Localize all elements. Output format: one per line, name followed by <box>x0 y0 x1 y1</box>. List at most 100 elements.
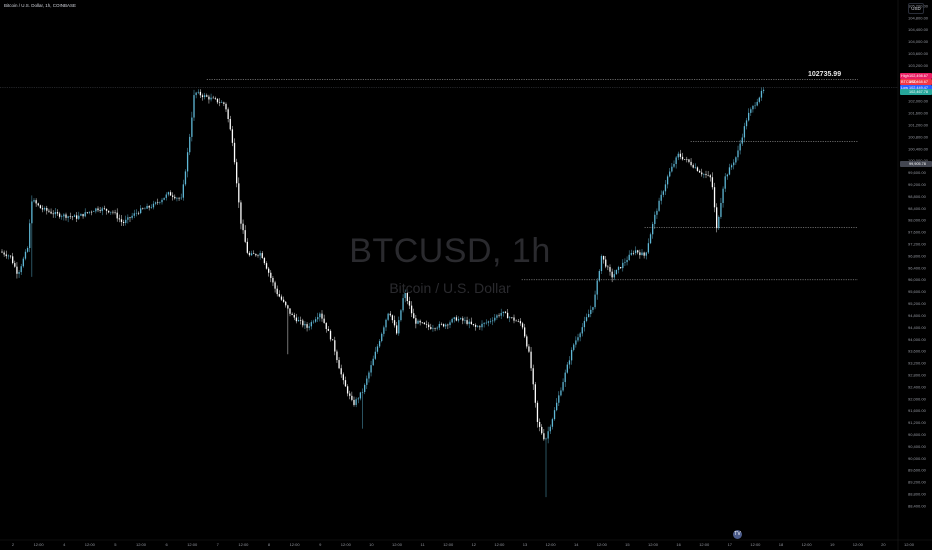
candle-up <box>575 340 577 345</box>
price-tick-label: 93,600.00 <box>908 349 927 354</box>
candle-up <box>61 216 63 217</box>
candle-down <box>218 102 221 103</box>
watermark-title: BTCUSD, 1h <box>349 232 551 270</box>
candle-down <box>713 187 716 208</box>
candle-down <box>280 296 283 300</box>
price-tick-label: 96,800.00 <box>908 253 927 258</box>
candle-down <box>346 386 349 394</box>
candle-up <box>125 219 127 223</box>
candle-up <box>304 324 306 326</box>
candle-up <box>33 200 35 202</box>
candle-up <box>317 317 319 320</box>
candle-down <box>327 328 330 331</box>
candle-up <box>250 253 253 256</box>
candle-down <box>521 323 524 328</box>
candle-down <box>605 259 607 267</box>
price-tick-label: 100,800.00 <box>908 134 929 139</box>
candle-up <box>726 174 728 177</box>
candle-down <box>698 170 701 173</box>
candle-up <box>634 250 637 254</box>
candle-down <box>543 433 545 440</box>
candle-down <box>229 118 231 130</box>
candle-up <box>88 211 91 213</box>
price-tick-label: 91,200.00 <box>908 420 927 425</box>
candle-up <box>553 410 556 420</box>
price-tick-label: 88,400.00 <box>908 503 927 508</box>
symbol-header[interactable]: Bitcoin / U.S. Dollar, 1h, COINBASE <box>4 3 77 8</box>
time-tick-label: 12:00 <box>699 542 710 547</box>
candle-down <box>214 98 216 99</box>
candle-down <box>338 360 340 369</box>
candle-up <box>159 202 161 203</box>
candle-up <box>364 384 366 392</box>
candle-up <box>383 327 385 334</box>
candle-down <box>3 252 5 255</box>
candle-down <box>602 255 605 260</box>
candle-up <box>745 120 748 127</box>
candle-up <box>191 117 193 137</box>
candle-down <box>291 313 293 315</box>
candle-up <box>457 319 460 321</box>
candle-down <box>246 241 248 253</box>
candle-up <box>624 262 626 263</box>
candle-up <box>585 317 588 321</box>
candle-up <box>598 271 600 281</box>
candle-up <box>297 320 300 322</box>
time-tick-label: 12:00 <box>443 542 454 547</box>
candle-down <box>425 324 428 325</box>
time-tick-label: 12:00 <box>341 542 352 547</box>
candle-up <box>645 252 647 256</box>
candle-down <box>329 330 332 340</box>
price-tick-label: 91,600.00 <box>908 408 927 413</box>
candle-down <box>206 95 208 97</box>
time-tick-label: 12:00 <box>904 542 915 547</box>
candle-down <box>524 327 526 337</box>
candle-down <box>434 328 436 330</box>
candle-up <box>368 372 370 379</box>
candle-up <box>694 167 696 168</box>
candle-up <box>93 211 95 213</box>
candle-up <box>547 431 549 439</box>
candle-up <box>487 321 490 323</box>
candle-down <box>690 161 692 166</box>
candle-down <box>643 252 645 256</box>
candle-up <box>756 101 758 106</box>
candle-down <box>321 313 323 319</box>
candle-up <box>622 262 624 269</box>
price-tick-label: 103,600.00 <box>908 51 929 56</box>
candle-down <box>511 317 513 319</box>
candle-down <box>242 223 244 231</box>
candle-down <box>455 317 458 321</box>
candle-up <box>22 258 24 267</box>
candle-down <box>530 351 532 369</box>
candle-down <box>212 97 214 99</box>
time-tick-label: 18 <box>779 542 784 547</box>
currency-button[interactable]: USD <box>908 3 924 14</box>
candle-up <box>489 321 492 322</box>
candle-down <box>325 322 327 329</box>
candle-down <box>16 266 18 274</box>
candle-down <box>129 217 131 218</box>
candle-down <box>423 322 426 325</box>
candle-up <box>666 176 669 185</box>
candle-up <box>144 208 146 210</box>
candle-up <box>165 194 167 198</box>
price-tick-label: 100,400.00 <box>908 146 929 151</box>
time-tick-label: 12:00 <box>750 542 761 547</box>
candle-up <box>596 280 598 295</box>
candle-up <box>451 318 453 323</box>
candle-down <box>406 293 408 302</box>
candle-up <box>464 320 466 321</box>
candle-down <box>244 230 246 242</box>
price-tick-label: 97,200.00 <box>908 242 927 247</box>
candle-up <box>18 272 20 274</box>
candle-down <box>340 368 342 375</box>
candles-group <box>1 86 765 498</box>
time-tick-label: 7 <box>217 542 220 547</box>
tradingview-logo-icon[interactable]: TV <box>733 530 742 539</box>
time-tick-label: 12:00 <box>802 542 813 547</box>
price-tick-label: 99,200.00 <box>908 182 927 187</box>
candle-down <box>342 374 344 381</box>
candle-up <box>404 293 406 299</box>
